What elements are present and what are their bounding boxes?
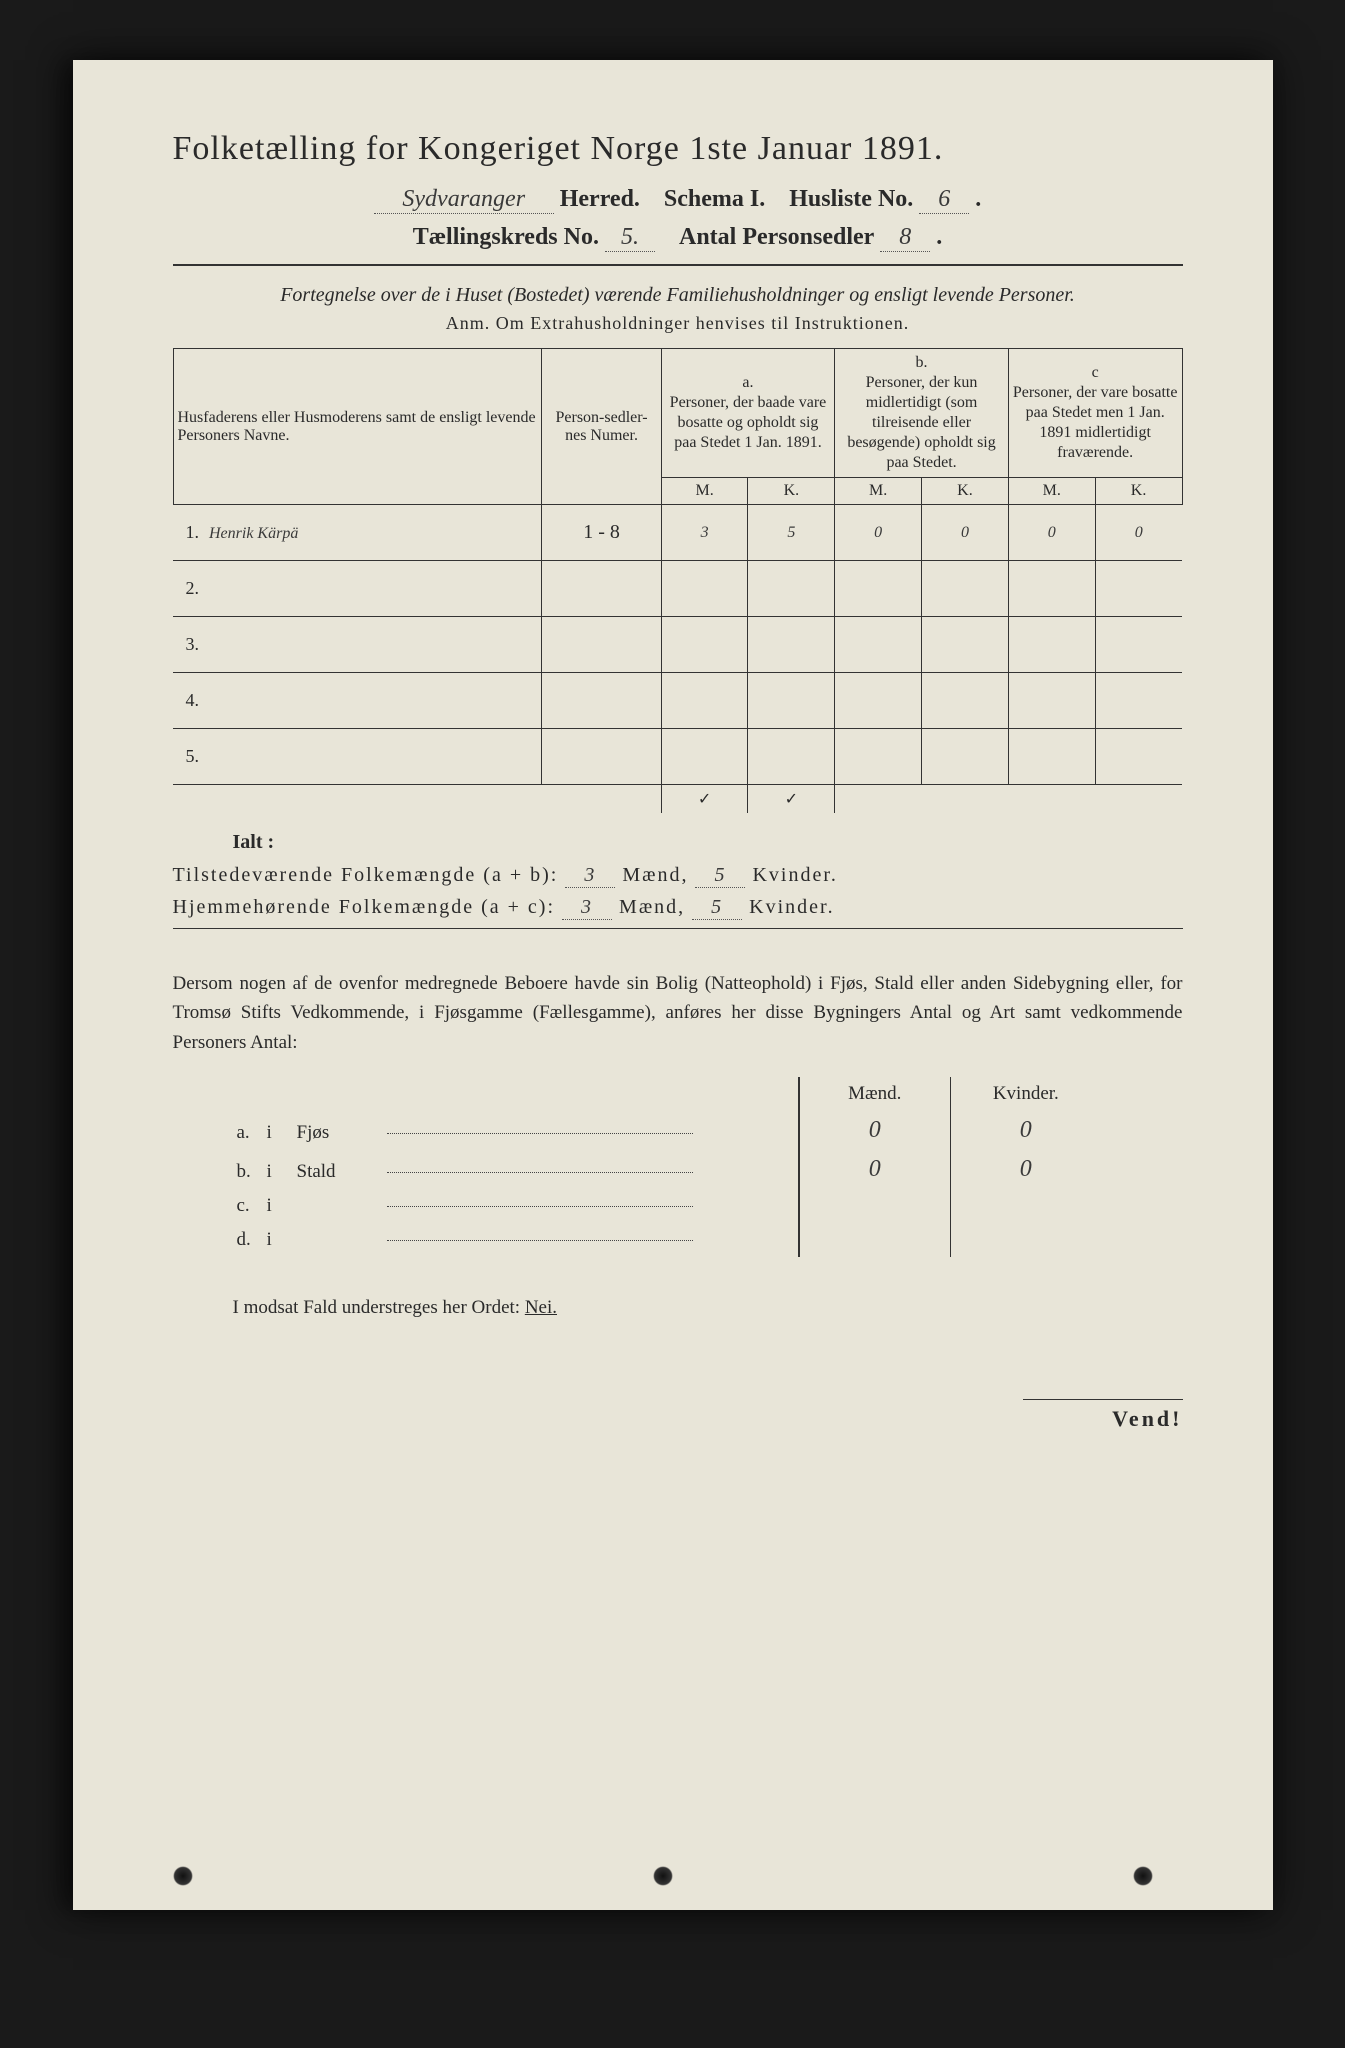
col-c-head: c Personer, der vare bosatte paa Stedet … bbox=[1008, 349, 1182, 478]
check-a-k: ✓ bbox=[748, 785, 835, 814]
rule-2 bbox=[173, 928, 1183, 929]
schema-label: Schema I. bbox=[664, 186, 765, 212]
vend-label: Vend! bbox=[1023, 1399, 1183, 1432]
neg-line: I modsat Fald understreges her Ordet: Ne… bbox=[233, 1297, 1183, 1319]
c-m: M. bbox=[1008, 478, 1095, 505]
main-table: Husfaderens eller Husmoderens samt de en… bbox=[173, 348, 1183, 813]
table-row: 1. Henrik Kärpä1 - 8350000 bbox=[173, 505, 1182, 561]
table-row: 5. bbox=[173, 729, 1182, 785]
lower-row: c.i bbox=[233, 1189, 1102, 1223]
col-names-header: Husfaderens eller Husmoderens samt de en… bbox=[173, 349, 542, 505]
check-a-m: ✓ bbox=[661, 785, 748, 814]
herred-label: Herred. bbox=[560, 186, 640, 212]
table-row: 2. bbox=[173, 561, 1182, 617]
paragraph: Dersom nogen af de ovenfor medregnede Be… bbox=[173, 969, 1183, 1057]
kreds-no: 5. bbox=[605, 224, 655, 252]
sum-line-2: Hjemmehørende Folkemængde (a + c): 3 Mæn… bbox=[173, 896, 1183, 920]
a-m: M. bbox=[661, 478, 748, 505]
header-line-2: Tællingskreds No. 5. Antal Personsedler … bbox=[173, 224, 1183, 252]
sum-line-1: Tilstedeværende Folkemængde (a + b): 3 M… bbox=[173, 864, 1183, 888]
lower-head-k: Kvinder. bbox=[950, 1077, 1101, 1111]
col-b-head: b. Personer, der kun midlertidigt (som t… bbox=[835, 349, 1009, 478]
col-a-head: a. Personer, der baade vare bosatte og o… bbox=[661, 349, 835, 478]
lower-row: b.iStald00 bbox=[233, 1150, 1102, 1189]
b-k: K. bbox=[922, 478, 1009, 505]
form-title: Folketælling for Kongeriget Norge 1ste J… bbox=[173, 130, 1183, 168]
c-k: K. bbox=[1095, 478, 1182, 505]
husliste-label: Husliste No. bbox=[789, 186, 913, 212]
a-k: K. bbox=[748, 478, 835, 505]
binding-hole bbox=[653, 1866, 673, 1886]
header-line-1: Sydvaranger Herred. Schema I. Husliste N… bbox=[173, 186, 1183, 214]
lower-head-m: Mænd. bbox=[799, 1077, 950, 1111]
census-form-page: Folketælling for Kongeriget Norge 1ste J… bbox=[73, 60, 1273, 1910]
husliste-period: . bbox=[975, 186, 981, 212]
lower-row: a.iFjøs00 bbox=[233, 1111, 1102, 1150]
neg-word: Nei. bbox=[525, 1297, 557, 1318]
rule-1 bbox=[173, 264, 1183, 266]
kreds-label: Tællingskreds No. bbox=[413, 224, 599, 250]
anm-text: Anm. Om Extrahusholdninger henvises til … bbox=[173, 313, 1183, 334]
intro-text: Fortegnelse over de i Huset (Bostedet) v… bbox=[173, 284, 1183, 307]
husliste-no: 6 bbox=[919, 186, 969, 214]
lower-table: Mænd. Kvinder. a.iFjøs00b.iStald00c.id.i bbox=[233, 1077, 1102, 1257]
binding-hole bbox=[173, 1866, 193, 1886]
col-num-header: Person-sedler-nes Numer. bbox=[542, 349, 661, 505]
binding-hole bbox=[1133, 1866, 1153, 1886]
ialt-label: Ialt : bbox=[233, 831, 1183, 854]
personsedler-label: Antal Personsedler bbox=[679, 224, 874, 250]
table-row: 3. bbox=[173, 617, 1182, 673]
lower-row: d.i bbox=[233, 1223, 1102, 1257]
b-m: M. bbox=[835, 478, 922, 505]
table-row: 4. bbox=[173, 673, 1182, 729]
personsedler-no: 8 bbox=[880, 224, 930, 252]
herred-value: Sydvaranger bbox=[374, 186, 554, 214]
